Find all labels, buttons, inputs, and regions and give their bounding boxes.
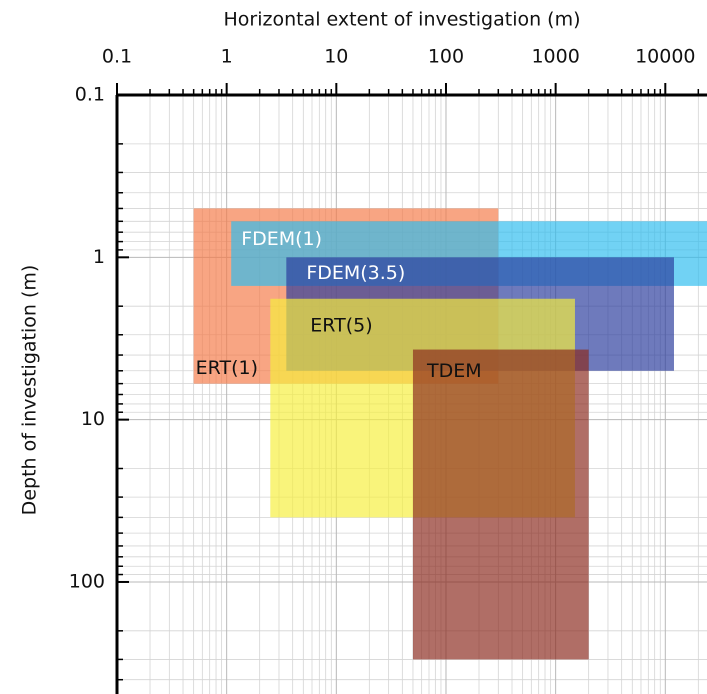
- y-tick-label: 100: [69, 570, 105, 592]
- x-tick-label: 0.1: [102, 46, 132, 68]
- series-label: ERT(1): [196, 357, 258, 379]
- x-tick-label: 100: [428, 46, 464, 68]
- y-axis-title: Depth of investigation (m): [19, 265, 41, 516]
- y-tick-label: 0.1: [75, 84, 105, 106]
- series-label: FDEM(3.5): [306, 262, 405, 284]
- series-label: FDEM(1): [241, 228, 322, 250]
- range-rect: [412, 349, 589, 660]
- x-tick-label: 10: [324, 46, 348, 68]
- y-tick-label: 10: [81, 408, 105, 430]
- x-tick-label: 1000: [531, 46, 579, 68]
- x-tick-label: 1: [221, 46, 233, 68]
- y-tick-label: 1: [93, 246, 105, 268]
- x-axis-title: Horizontal extent of investigation (m): [223, 9, 580, 31]
- x-tick-label: 10000: [635, 46, 695, 68]
- series-label: TDEM: [426, 360, 482, 382]
- series-label: ERT(5): [310, 314, 372, 336]
